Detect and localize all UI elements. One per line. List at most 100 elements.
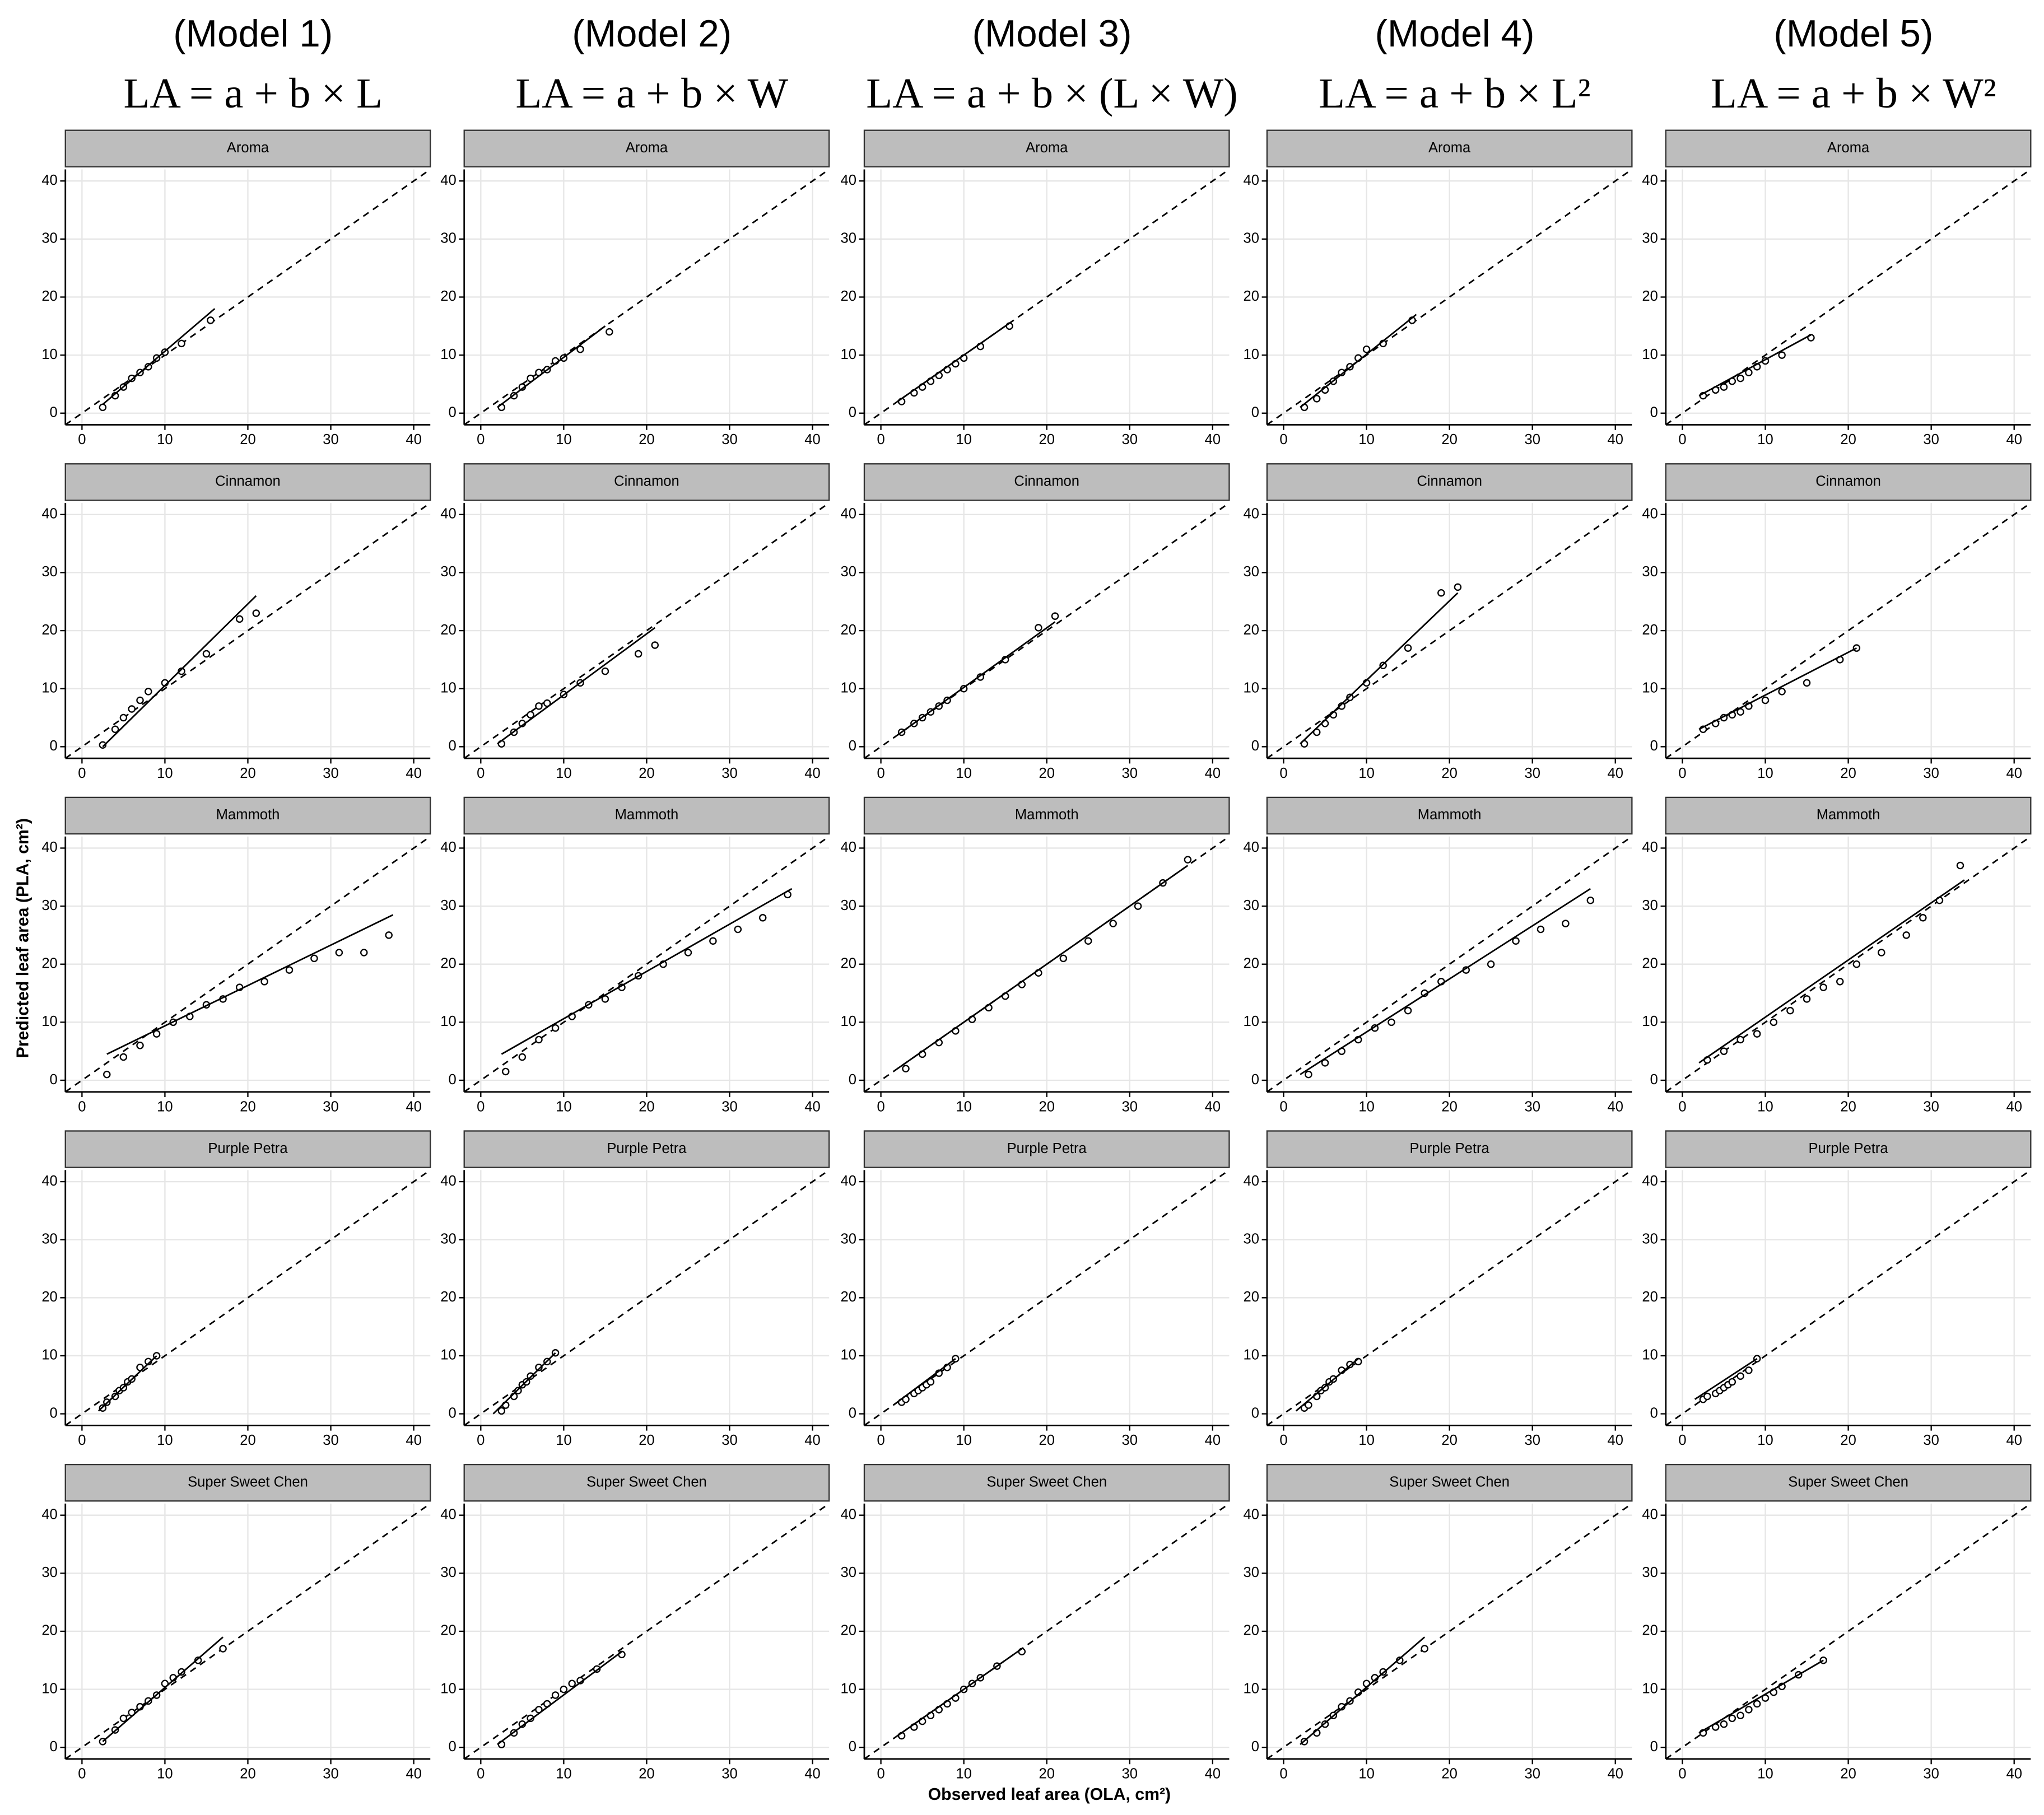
y-tick-label: 40 [841, 1173, 856, 1189]
data-point [1736, 1035, 1744, 1044]
y-tick-label: 30 [440, 898, 456, 913]
fit-line [1300, 592, 1459, 745]
y-tick-label: 40 [41, 506, 57, 522]
strip-label: Super Sweet Chen [586, 1474, 707, 1490]
strip-background [64, 1463, 431, 1502]
y-tick-label: 30 [1642, 1231, 1657, 1247]
x-tick-label: 40 [2006, 1433, 2022, 1448]
data-point [576, 346, 584, 353]
y-tick-label: 20 [1243, 622, 1259, 638]
x-tick-label: 0 [1279, 766, 1287, 781]
y-tick-label: 40 [41, 1506, 57, 1522]
strip-label: Super Sweet Chen [1788, 1474, 1908, 1490]
column-title: (Model 5) [1773, 13, 1933, 55]
identity-line [1267, 1503, 1633, 1760]
x-tick-label: 0 [1279, 1099, 1287, 1114]
y-tick-label: 20 [440, 1289, 456, 1305]
y-tick-label: 0 [449, 405, 457, 421]
strip-label: Cinnamon [1815, 474, 1881, 489]
x-tick-label: 10 [956, 432, 971, 447]
model-formula: LA = a + b × W² [1711, 69, 1996, 117]
y-tick-label: 20 [41, 622, 57, 638]
y-tick-label: 30 [1642, 564, 1657, 580]
x-tick-label: 20 [1840, 1766, 1856, 1782]
y-tick-label: 40 [1243, 506, 1259, 522]
column-title: (Model 1) [173, 13, 333, 55]
y-tick-label: 20 [440, 622, 456, 638]
data-point [1512, 937, 1520, 945]
y-tick-label: 20 [440, 955, 456, 971]
x-tick-label: 40 [1608, 1766, 1623, 1782]
y-tick-label: 30 [41, 898, 57, 913]
y-tick-label: 40 [440, 506, 456, 522]
data-point [1537, 925, 1545, 934]
x-tick-label: 30 [721, 1433, 737, 1448]
data-point [758, 914, 767, 922]
strip-label: Aroma [1827, 140, 1870, 156]
y-tick-label: 30 [440, 564, 456, 580]
y-tick-label: 0 [449, 1072, 457, 1088]
y-tick-label: 0 [1251, 738, 1259, 754]
fit-line [1698, 334, 1812, 396]
data-point [119, 1714, 128, 1723]
x-tick-label: 20 [240, 1099, 255, 1114]
x-tick-label: 0 [1678, 766, 1686, 781]
data-point [119, 713, 128, 722]
identity-line [463, 836, 830, 1093]
fit-line [497, 627, 656, 745]
y-tick-label: 40 [41, 172, 57, 188]
data-point [1720, 1720, 1728, 1728]
panel: Mammoth 0 10 20 30 40 0 10 20 30 40 [1642, 796, 2032, 1114]
y-tick-label: 20 [1642, 622, 1657, 638]
x-tick-label: 40 [406, 1766, 421, 1782]
data-point [99, 403, 107, 412]
x-tick-label: 0 [1279, 432, 1287, 447]
y-tick-label: 30 [1642, 1565, 1657, 1580]
panel: Aroma 0 10 20 30 40 0 10 20 30 40 [1642, 129, 2032, 447]
strip-label: Super Sweet Chen [188, 1474, 308, 1490]
y-tick-label: 0 [449, 738, 457, 754]
fit-line [1698, 647, 1857, 730]
panel: Cinnamon 0 10 20 30 40 0 10 20 30 40 [440, 463, 830, 781]
strip-label: Purple Petra [1410, 1141, 1490, 1156]
x-tick-label: 40 [1205, 1433, 1221, 1448]
y-tick-label: 40 [1642, 1173, 1657, 1189]
x-tick-label: 10 [556, 1766, 571, 1782]
x-tick-label: 0 [78, 1433, 86, 1448]
x-tick-label: 10 [1358, 1433, 1374, 1448]
y-tick-label: 30 [1642, 231, 1657, 246]
x-tick-label: 20 [639, 1099, 654, 1114]
x-tick-label: 0 [78, 432, 86, 447]
y-tick-label: 10 [1243, 1681, 1259, 1696]
fit-line [102, 308, 216, 405]
x-tick-label: 40 [804, 1766, 820, 1782]
y-tick-label: 30 [440, 1565, 456, 1580]
y-tick-label: 10 [841, 347, 856, 362]
x-tick-label: 10 [1358, 1766, 1374, 1782]
fit-line [892, 1358, 956, 1406]
fit-line [1694, 1357, 1758, 1400]
y-tick-label: 0 [1650, 1739, 1658, 1755]
y-tick-label: 0 [1251, 1072, 1259, 1088]
x-tick-label: 20 [240, 432, 255, 447]
panel: Aroma 0 10 20 30 40 0 10 20 30 40 [41, 129, 431, 447]
y-tick-label: 30 [440, 231, 456, 246]
data-point [1084, 937, 1092, 945]
y-tick-label: 10 [440, 1347, 456, 1363]
model-formula: LA = a + b × L [124, 69, 383, 117]
data-point [1786, 1006, 1794, 1015]
x-tick-label: 0 [877, 1099, 884, 1114]
x-tick-label: 30 [1923, 1099, 1939, 1114]
data-point [219, 1645, 227, 1653]
y-tick-label: 10 [841, 1347, 856, 1363]
x-tick-label: 30 [1524, 1433, 1540, 1448]
strip-label: Aroma [626, 140, 668, 156]
strip-background [863, 1463, 1230, 1502]
data-point [385, 931, 393, 939]
x-tick-label: 30 [323, 1766, 338, 1782]
y-axis-title: Predicted leaf area (PLA, cm²) [13, 818, 32, 1058]
y-tick-label: 30 [440, 1231, 456, 1247]
y-tick-label: 0 [849, 405, 856, 421]
data-point [1761, 696, 1770, 704]
x-tick-label: 30 [1122, 1766, 1138, 1782]
